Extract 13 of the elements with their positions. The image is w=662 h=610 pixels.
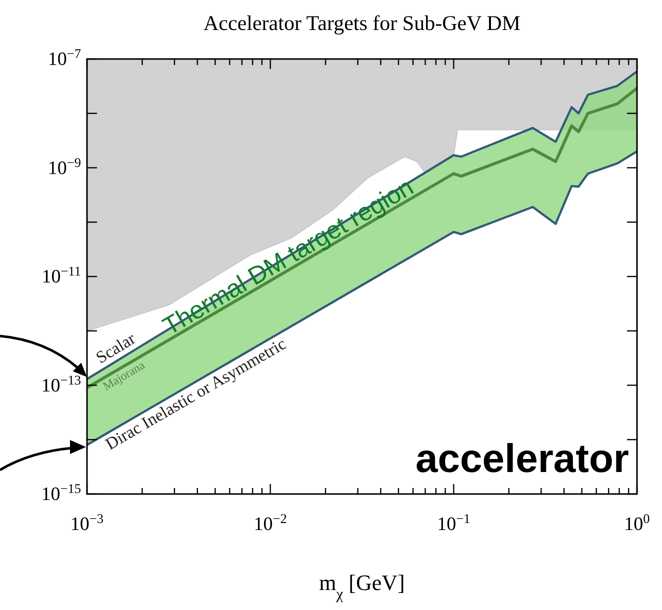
text: Scalar [92, 328, 139, 368]
y-tick-label: 10$^{−13}$ [41, 372, 82, 396]
y-tick-label: 10$^{−11}$ [42, 263, 81, 288]
y-tick-label: 10$^{−7}$ [48, 46, 82, 70]
y-tick-label: 10$^{−15}$ [41, 480, 82, 505]
x-tick-label: 10$^{−2}$ [254, 510, 287, 535]
x-tick-label: 10$^{−3}$ [70, 510, 104, 535]
x-tick-label: 10$^{−1}$ [437, 510, 470, 535]
x-axis-title: m$_{χ}$ [GeV] [319, 570, 405, 602]
annotation: accelerator [416, 437, 629, 481]
y-tick-label: 10$^{−9}$ [48, 154, 82, 179]
x-tick-label: 10$^{0}$ [624, 510, 650, 535]
chart-title: Accelerator Targets for Sub-GeV DM [204, 11, 521, 35]
